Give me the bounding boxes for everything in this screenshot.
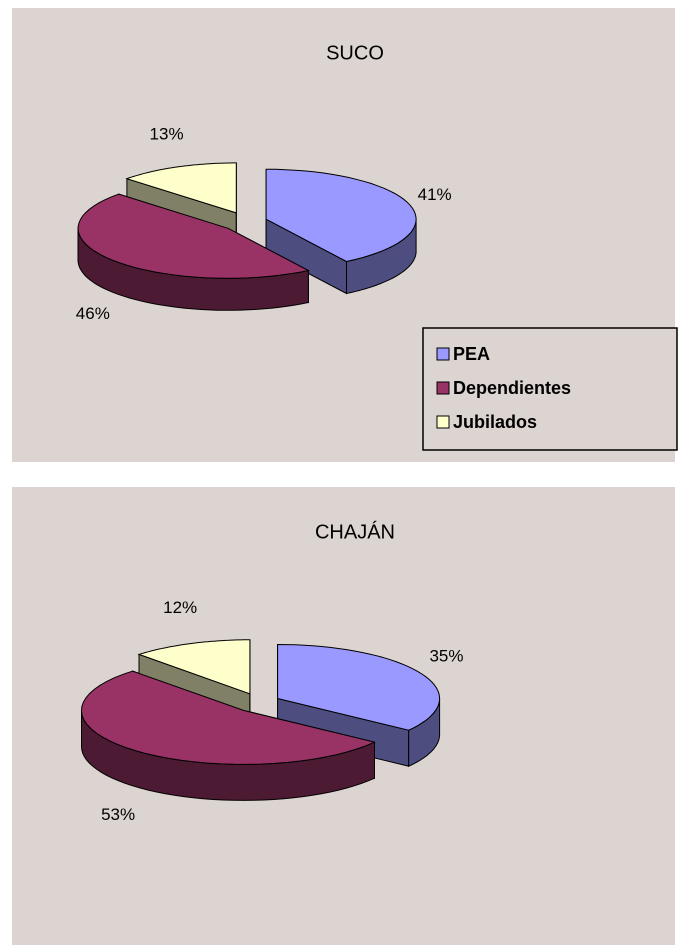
legend-swatch xyxy=(436,347,450,361)
pie-slice xyxy=(265,168,417,263)
pie-slice xyxy=(77,193,310,279)
data-label: 13% xyxy=(150,124,184,143)
legend-label: Dependientes xyxy=(453,378,571,398)
data-label: 41% xyxy=(418,185,452,204)
data-label: 46% xyxy=(76,304,110,323)
legend-swatch xyxy=(436,415,450,429)
chart-title: SUCO xyxy=(326,42,384,64)
pie-slice xyxy=(277,643,441,731)
chart-title: CHAJÁN xyxy=(315,520,395,543)
legend-swatch xyxy=(436,381,450,395)
pie-slice xyxy=(137,639,251,695)
data-label: 12% xyxy=(163,598,197,617)
legend-label: Jubilados xyxy=(453,412,537,432)
data-label: 53% xyxy=(101,805,135,824)
pie-slice xyxy=(125,162,237,214)
legend-box xyxy=(422,327,678,451)
pie-slice xyxy=(80,670,377,765)
legend-label: PEA xyxy=(453,344,490,364)
data-label: 35% xyxy=(429,646,463,665)
